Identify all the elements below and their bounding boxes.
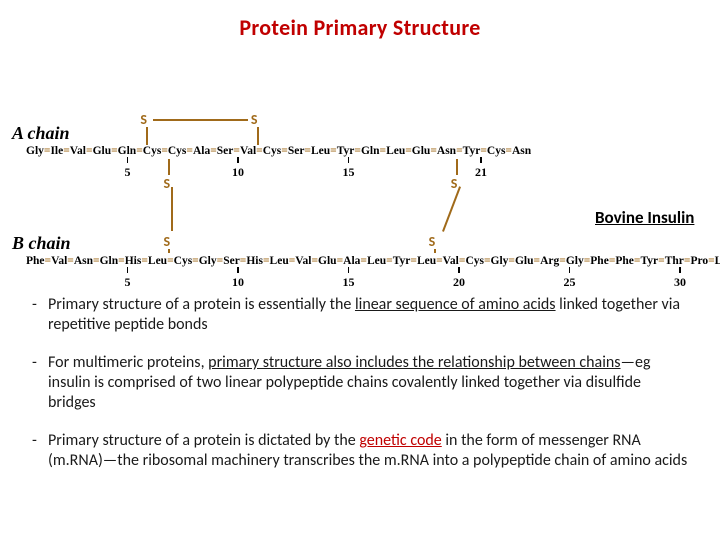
chain-a-sequence: Gly=Ile=Val=Glu=Gln=Cys=Cys=Ala=Ser=Val=… bbox=[26, 145, 531, 157]
tick-15: 15 bbox=[338, 157, 358, 180]
chain-a-ticks: 5 10 15 21 bbox=[12, 157, 708, 179]
chain-b-sequence: Phe=Val=Asn=Gln=His=Leu=Cys=Gly=Ser=His=… bbox=[26, 255, 720, 267]
tick-30: 30 bbox=[670, 267, 690, 290]
bullet-dash: - bbox=[32, 431, 48, 471]
chain-b-label: B chain bbox=[12, 233, 71, 254]
bullet-item-0: -Primary structure of a protein is essen… bbox=[32, 295, 688, 335]
page-title: Protein Primary Structure bbox=[0, 0, 720, 41]
bullet-text: For multimeric proteins, primary structu… bbox=[48, 353, 688, 413]
bullet-list: -Primary structure of a protein is essen… bbox=[32, 295, 688, 471]
chain-a-label: A chain bbox=[12, 123, 70, 144]
tick-5: 5 bbox=[117, 267, 137, 290]
bullet-item-1: -For multimeric proteins, primary struct… bbox=[32, 353, 688, 413]
tick-21: 21 bbox=[471, 157, 491, 180]
tick-25: 25 bbox=[559, 267, 579, 290]
bullet-dash: - bbox=[32, 295, 48, 335]
chain-b-ticks: 5 10 15 20 25 30 bbox=[12, 267, 708, 289]
tick-15: 15 bbox=[338, 267, 358, 290]
tick-5: 5 bbox=[117, 157, 137, 180]
bovine-insulin-label: Bovine Insulin bbox=[595, 207, 694, 228]
insulin-diagram: A chain B chain Gly=Ile=Val=Glu=Gln=Cys=Cy… bbox=[12, 59, 708, 277]
bullet-text: Primary structure of a protein is dictat… bbox=[48, 431, 688, 471]
tick-20: 20 bbox=[449, 267, 469, 290]
bullet-item-2: -Primary structure of a protein is dicta… bbox=[32, 431, 688, 471]
bullet-dash: - bbox=[32, 353, 48, 413]
bullet-text: Primary structure of a protein is essent… bbox=[48, 295, 688, 335]
tick-10: 10 bbox=[228, 157, 248, 180]
tick-10: 10 bbox=[228, 267, 248, 290]
